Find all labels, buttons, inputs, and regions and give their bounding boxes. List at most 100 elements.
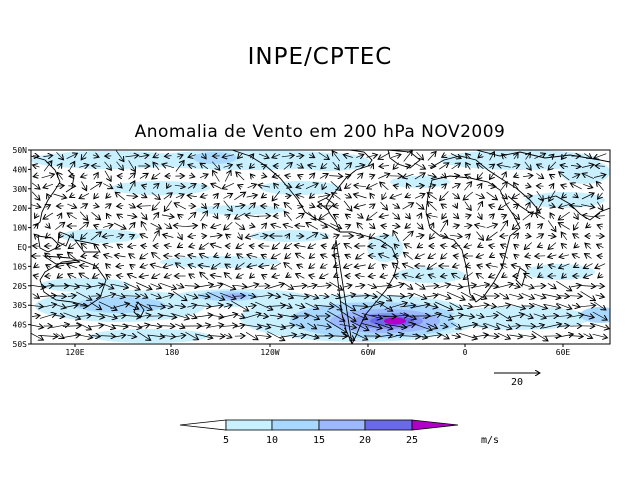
wind-vector (476, 255, 484, 258)
wind-vector (262, 223, 267, 230)
wind-vector (247, 305, 256, 306)
wind-vector (238, 232, 242, 240)
wind-vector (514, 233, 519, 240)
wind-vector (39, 304, 57, 308)
wind-vector (592, 311, 607, 320)
wind-vector (209, 235, 222, 237)
wind-vector (164, 256, 173, 257)
wind-vector (178, 214, 182, 217)
wind-vector (595, 263, 606, 269)
wind-vector (439, 163, 449, 170)
wind-vector (332, 243, 341, 248)
wind-vector (187, 195, 197, 196)
wind-vector (261, 175, 266, 176)
wind-vector (407, 321, 432, 330)
wind-vector (574, 265, 579, 268)
wind-vector (357, 223, 364, 230)
wind-vector (250, 274, 255, 278)
wind-vector (487, 305, 497, 306)
wind-vector (79, 222, 88, 231)
wind-vector (449, 235, 462, 237)
wind-vector (477, 172, 484, 180)
wind-vector (202, 224, 205, 229)
latitude-axis: 50N 40N 30N 20N 10N EQ 10S 20S 30S 40S 5… (13, 146, 31, 349)
wind-vector (526, 223, 530, 229)
wind-vector (175, 324, 185, 328)
main-title: INPE/CPTEC (247, 44, 393, 70)
wind-vector (361, 323, 382, 329)
wind-vector (187, 184, 196, 189)
wind-vector (242, 325, 262, 328)
wind-vector (426, 295, 437, 297)
wind-vector (585, 243, 592, 250)
wind-vector (334, 265, 339, 267)
wind-vector (219, 292, 236, 299)
wind-vector (378, 152, 391, 160)
wind-vector (436, 293, 451, 299)
wind-vector (511, 326, 521, 327)
wind-vector (497, 332, 511, 339)
wind-vector (584, 154, 592, 159)
wind-vector (177, 244, 182, 247)
wind-vector (281, 155, 294, 157)
wind-vector (296, 195, 305, 198)
wind-vector (548, 242, 557, 250)
wind-vector (141, 222, 148, 231)
wind-vector (590, 322, 610, 329)
wind-vector (471, 335, 488, 338)
wind-vector (238, 154, 243, 159)
wind-vector (426, 323, 438, 329)
wind-vector (561, 232, 568, 241)
wind-vector (382, 264, 386, 267)
wind-vector (224, 170, 231, 182)
wind-vector (581, 315, 594, 318)
wind-vector (559, 172, 570, 181)
wind-vector (502, 215, 507, 217)
wind-vector (185, 331, 199, 339)
wind-vector (126, 196, 138, 197)
wind-vector (569, 296, 582, 297)
wind-vector (208, 305, 223, 307)
wind-vector (197, 325, 211, 327)
wind-vector (427, 262, 437, 269)
wind-vector (163, 264, 174, 267)
wind-vector (428, 254, 437, 259)
wind-vector (211, 184, 222, 189)
wind-vector (293, 285, 306, 286)
wind-vector (309, 264, 316, 269)
wind-vector (92, 205, 99, 207)
wind-vector (581, 193, 594, 200)
wind-vector (344, 194, 352, 198)
wind-vector (175, 256, 186, 257)
wind-vector (332, 193, 341, 200)
wind-vector (332, 161, 340, 170)
wind-vector (236, 274, 244, 278)
wind-vector (355, 285, 365, 287)
wind-vector (211, 262, 221, 269)
wind-vector (369, 175, 374, 177)
wind-vector (371, 164, 374, 169)
wind-vector (103, 225, 113, 228)
reference-vector-label: 20 (511, 377, 523, 388)
wind-vector (582, 215, 594, 216)
wind-vector (369, 232, 376, 239)
wind-vector (214, 213, 218, 218)
wind-vector (150, 325, 161, 327)
wind-vector (427, 193, 437, 200)
wind-vector (511, 285, 520, 287)
lat-label-50s: 50S (13, 340, 28, 349)
wind-vector (538, 275, 542, 278)
wind-vector (490, 255, 495, 258)
wind-vector (164, 274, 172, 277)
lat-label-40s: 40S (13, 321, 28, 330)
wind-vector (520, 335, 536, 337)
wind-vector (79, 165, 89, 168)
wind-vector (118, 184, 122, 188)
wind-vector (186, 294, 198, 298)
lat-label-30s: 30S (13, 301, 28, 310)
wind-vector (224, 273, 232, 280)
wind-vector (415, 235, 424, 237)
wind-vector (376, 285, 391, 286)
wind-vector (532, 303, 548, 308)
